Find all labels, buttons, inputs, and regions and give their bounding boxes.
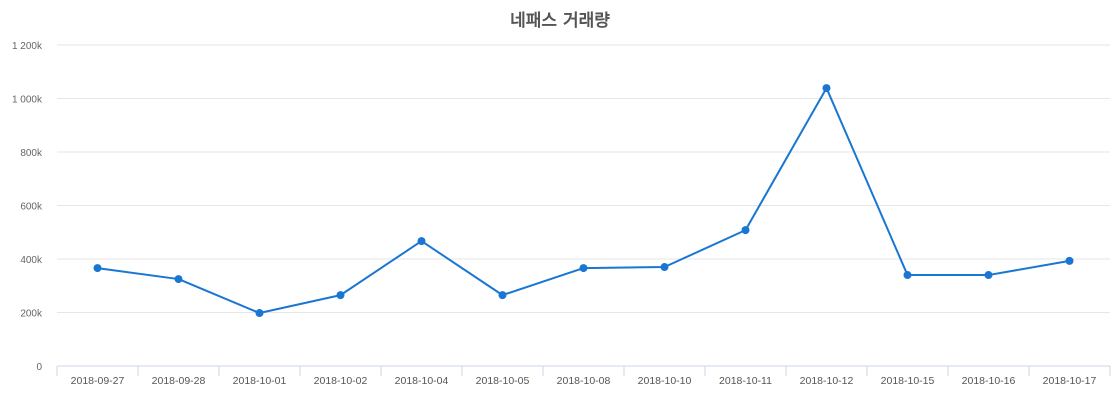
data-point[interactable] bbox=[336, 291, 345, 300]
data-point[interactable] bbox=[417, 237, 426, 246]
y-tick-label: 0 bbox=[36, 362, 42, 373]
data-point[interactable] bbox=[984, 271, 993, 280]
x-tick-label: 2018-10-08 bbox=[557, 375, 611, 387]
x-tick-label: 2018-10-12 bbox=[800, 375, 854, 387]
x-tick-label: 2018-09-28 bbox=[152, 375, 206, 387]
data-point[interactable] bbox=[93, 264, 102, 273]
y-tick-label: 200k bbox=[20, 309, 43, 320]
y-tick-label: 400k bbox=[20, 255, 43, 266]
x-tick-label: 2018-10-02 bbox=[314, 375, 368, 387]
y-tick-label: 1 000k bbox=[12, 95, 43, 106]
x-tick-label: 2018-10-11 bbox=[719, 375, 772, 387]
y-tick-label: 1 200k bbox=[12, 41, 43, 52]
data-point[interactable] bbox=[660, 263, 669, 272]
chart-title: 네패스 거래량 bbox=[510, 11, 610, 31]
x-tick-label: 2018-10-15 bbox=[881, 375, 935, 387]
x-tick-label: 2018-09-27 bbox=[71, 375, 125, 387]
x-tick-label: 2018-10-05 bbox=[476, 375, 530, 387]
data-point[interactable] bbox=[255, 309, 264, 318]
series-line bbox=[97, 87, 1070, 315]
x-tick-label: 2018-10-10 bbox=[638, 375, 692, 387]
y-tick-label: 800k bbox=[20, 148, 43, 159]
x-tick-label: 2018-10-16 bbox=[962, 375, 1016, 387]
y-tick-label: 600k bbox=[20, 202, 43, 213]
data-point[interactable] bbox=[1065, 256, 1074, 265]
x-tick-label: 2018-10-01 bbox=[233, 375, 287, 387]
data-point[interactable] bbox=[903, 271, 912, 280]
x-tick-label: 2018-10-04 bbox=[395, 375, 449, 387]
data-point[interactable] bbox=[498, 291, 507, 300]
x-tick-label: 2018-10-17 bbox=[1043, 375, 1097, 387]
data-point[interactable] bbox=[579, 264, 588, 273]
data-point[interactable] bbox=[174, 275, 183, 284]
data-point[interactable] bbox=[822, 84, 831, 93]
data-point[interactable] bbox=[741, 226, 750, 235]
